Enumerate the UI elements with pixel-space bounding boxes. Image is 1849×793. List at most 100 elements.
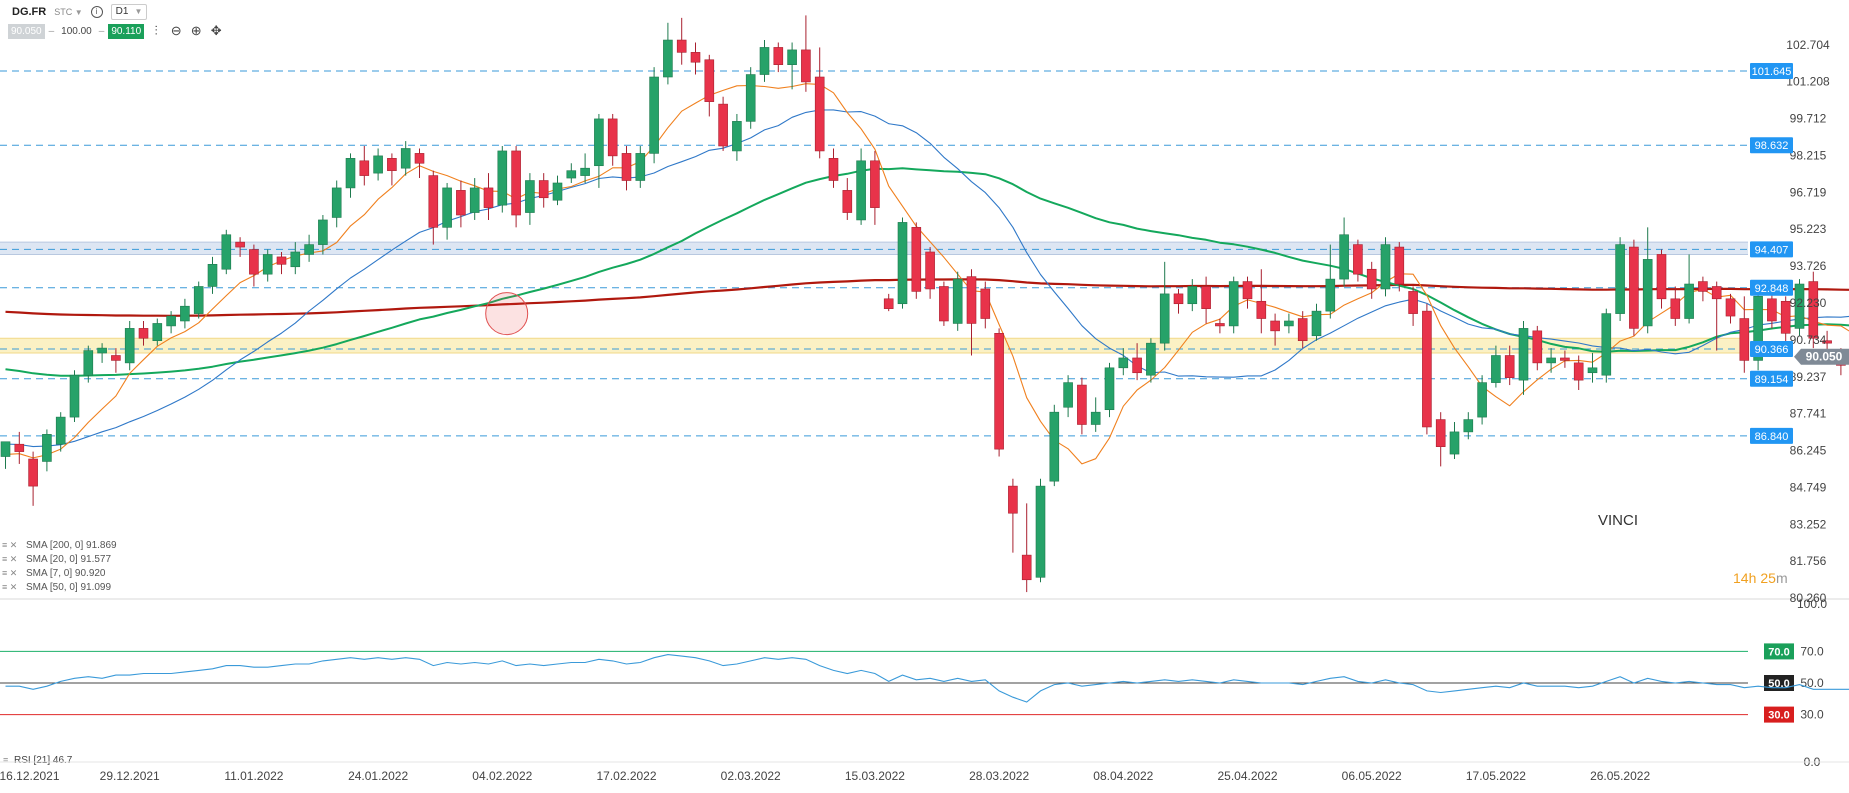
candle-body xyxy=(207,264,218,287)
rsi-level-badge-label: 50.0 xyxy=(1768,678,1789,690)
price-tick-label: 87.741 xyxy=(1790,407,1827,421)
price-tick-label: 81.756 xyxy=(1790,554,1827,568)
price-level-badge xyxy=(1750,370,1793,387)
candle-body xyxy=(1339,234,1349,280)
candle-body xyxy=(276,256,287,265)
candle-body xyxy=(1311,310,1322,337)
candle-body xyxy=(1780,300,1791,334)
bid-price-button[interactable]: 90.050 xyxy=(8,23,45,39)
candle-body xyxy=(1794,283,1805,329)
candle-body xyxy=(828,158,839,181)
candle-body xyxy=(1394,246,1405,285)
timer-hours: 14 xyxy=(1733,570,1749,586)
exchange-select[interactable]: STC ▼ xyxy=(54,7,82,17)
candle-body xyxy=(1670,298,1681,319)
price-level-badge-label: 92.848 xyxy=(1755,283,1789,295)
candle-body xyxy=(14,443,25,452)
candle-body xyxy=(387,158,397,171)
info-icon[interactable]: i xyxy=(90,6,103,18)
candle-body xyxy=(787,49,797,65)
crosshair-icon[interactable]: ✥ xyxy=(210,23,222,38)
candle-body xyxy=(883,298,894,309)
indicator-legend: ≡ ✕ SMA [200, 0] 91.869 ≡ ✕ SMA [20, 0] 91.… xyxy=(2,540,117,593)
rsi-level-badge-label: 70.0 xyxy=(1768,646,1789,658)
candle-body xyxy=(856,160,866,221)
price-tick-label: 93.726 xyxy=(1790,259,1827,273)
candle-body xyxy=(304,244,314,255)
price-tick-label: 95.223 xyxy=(1790,222,1827,236)
symbol-name[interactable]: DG.FR xyxy=(12,6,47,18)
time-tick-label: 04.02.2022 xyxy=(472,769,532,783)
price-tick-label: 102.704 xyxy=(1786,38,1830,52)
candle-body xyxy=(1463,419,1474,433)
zoom-in-icon[interactable]: ⊕ xyxy=(190,23,202,38)
crossover-marker xyxy=(485,292,529,336)
time-tick-label: 29.12.2021 xyxy=(100,769,160,783)
candle-body xyxy=(621,153,632,181)
price-tick-label: 84.749 xyxy=(1790,480,1827,494)
candle-body xyxy=(1422,310,1432,428)
candle-body xyxy=(676,39,687,53)
candle-body xyxy=(166,315,176,327)
zoom-out-icon[interactable]: ⊖ xyxy=(170,23,182,38)
candle-body xyxy=(1656,254,1667,300)
candle-body xyxy=(1477,382,1487,418)
candle-body xyxy=(1698,281,1708,292)
chevron-down-icon: ▼ xyxy=(74,8,83,17)
candle-body xyxy=(373,155,383,174)
candle-body xyxy=(221,234,232,270)
ask-price-button[interactable]: 90.110 xyxy=(108,23,145,39)
legend-sma20: SMA [20, 0] 91.577 xyxy=(26,554,111,565)
price-level-badge-label: 89.154 xyxy=(1755,374,1789,386)
candle-body xyxy=(994,333,1004,450)
price-tick-label: 98.215 xyxy=(1790,149,1827,163)
candle-body xyxy=(1021,554,1032,581)
quantity-field[interactable]: 100.00 xyxy=(61,25,92,37)
candle-body xyxy=(400,148,411,169)
candle-body xyxy=(483,187,494,208)
candle-body xyxy=(1767,298,1777,322)
price-level-badge-label: 101.645 xyxy=(1752,66,1792,78)
candle-body xyxy=(97,347,107,354)
candle-body xyxy=(262,254,273,275)
price-level-badge-label: 98.632 xyxy=(1755,140,1789,152)
time-axis[interactable]: 16.12.2021 29.12.2021 11.01.2022 24.01.2022… xyxy=(0,761,1849,783)
time-tick-label: 02.03.2022 xyxy=(721,769,781,783)
candle-body xyxy=(1063,382,1073,408)
candle-body xyxy=(111,355,121,361)
candle-body xyxy=(538,180,549,199)
candle-body xyxy=(773,47,784,65)
candle-body xyxy=(69,374,80,418)
crossover-circle xyxy=(485,292,529,336)
candle-body xyxy=(1587,367,1598,374)
time-tick-label: 17.05.2022 xyxy=(1466,769,1526,783)
candle-body xyxy=(180,305,190,322)
price-axis[interactable]: 102.704 101.208 99.712 98.215 96.719 95.223 93… xyxy=(0,38,1849,605)
candle-body xyxy=(28,458,38,487)
candle-body xyxy=(580,167,590,176)
price-tick-label: 89.237 xyxy=(1790,370,1827,384)
price-tick-label: 86.245 xyxy=(1790,444,1827,458)
time-tick-label: 28.03.2022 xyxy=(969,769,1029,783)
candle-body xyxy=(456,190,466,216)
candle-body xyxy=(1615,244,1625,314)
candle-body xyxy=(1284,320,1294,327)
time-tick-label: 26.05.2022 xyxy=(1590,769,1650,783)
period-label: D1 xyxy=(115,6,129,17)
candle-body xyxy=(124,328,135,364)
exchange-label: STC xyxy=(54,7,73,17)
candle-body xyxy=(55,416,66,445)
price-level-badge xyxy=(1750,340,1793,357)
candle-body xyxy=(690,52,701,63)
candle-body xyxy=(1104,367,1115,411)
period-select[interactable]: D1 ▼ xyxy=(110,4,148,20)
candle-body xyxy=(152,323,163,342)
candle-body xyxy=(814,76,825,152)
candle-body xyxy=(1173,293,1184,305)
price-tick-label: 96.719 xyxy=(1790,185,1827,199)
candle-type-icon[interactable]: ⫶ xyxy=(154,23,158,38)
candle-body xyxy=(1753,296,1763,361)
candle-body xyxy=(801,49,811,83)
